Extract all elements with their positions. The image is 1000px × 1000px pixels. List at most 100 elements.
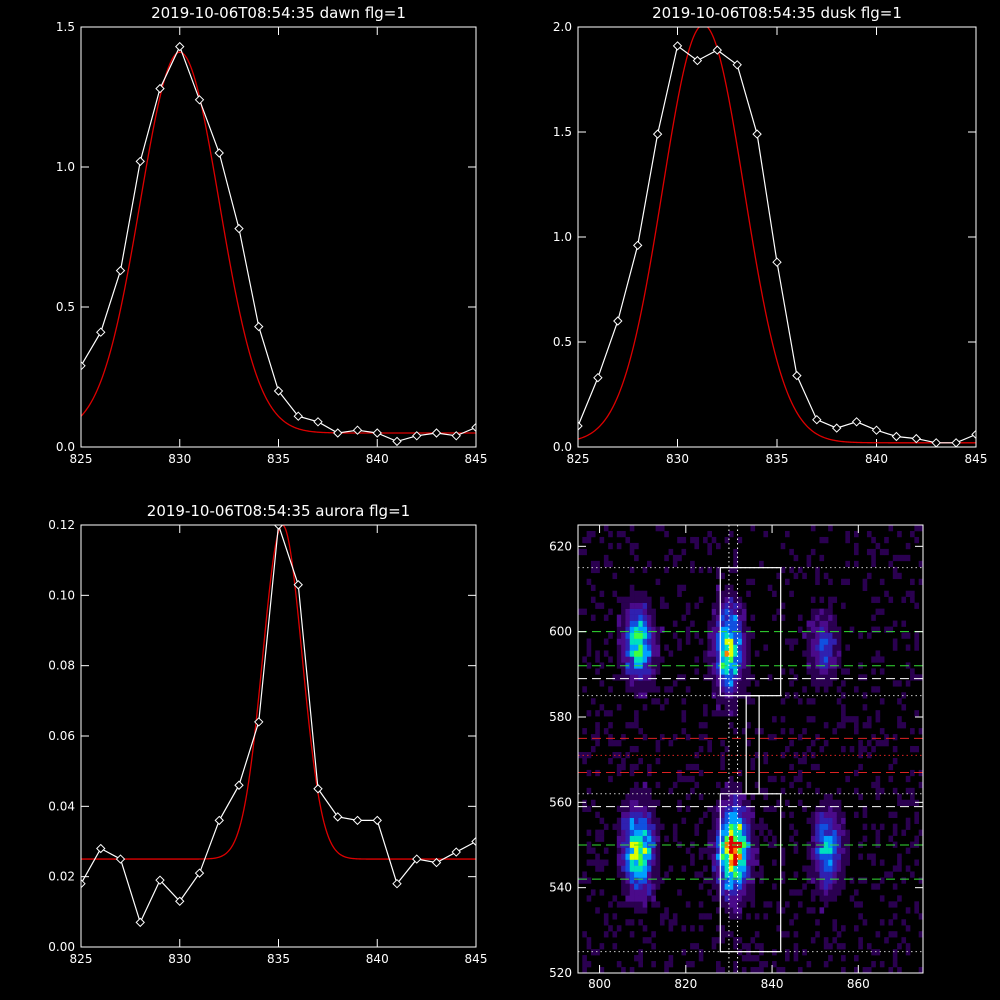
heatmap-cell — [625, 638, 631, 645]
heatmap-cell — [642, 656, 648, 663]
heatmap-cell — [841, 955, 846, 962]
heatmap-cell — [841, 883, 846, 890]
heatmap-cell — [724, 590, 730, 597]
heatmap-cell — [590, 584, 596, 591]
heatmap-cell — [582, 536, 587, 544]
heatmap-cell — [815, 656, 820, 663]
heatmap-cell — [664, 961, 669, 968]
data-line — [81, 45, 476, 443]
heatmap-cell — [897, 859, 902, 866]
heatmap-cell — [772, 805, 777, 813]
heatmap-cell — [647, 823, 652, 830]
heatmap-cell — [651, 620, 656, 627]
heatmap-cell — [651, 817, 656, 824]
heatmap-cell — [578, 608, 583, 615]
heatmap-cell — [625, 817, 631, 824]
heatmap-cell — [703, 656, 708, 663]
heatmap-cell — [819, 877, 825, 884]
heatmap-cell — [741, 650, 747, 657]
heatmap-cell — [733, 656, 738, 663]
heatmap-cell — [741, 841, 747, 848]
heatmap-cell — [871, 554, 876, 562]
heatmap-cell — [608, 530, 613, 538]
heatmap-cell — [642, 877, 648, 884]
heatmap-cell — [668, 740, 674, 747]
heatmap-cell — [638, 590, 643, 597]
heatmap-cell — [754, 781, 760, 789]
heatmap-cell — [828, 614, 833, 621]
heatmap-cell — [823, 817, 829, 824]
heatmap-cell — [737, 781, 743, 789]
heatmap-cell — [862, 584, 868, 591]
heatmap-cell — [638, 919, 643, 926]
heatmap-cell — [720, 632, 725, 639]
heatmap-cell — [681, 775, 687, 783]
heatmap-cell — [914, 710, 919, 717]
heatmap-cell — [625, 847, 631, 854]
heatmap-cell — [616, 763, 622, 771]
heatmap-cell — [901, 919, 907, 926]
heatmap-cell — [793, 889, 799, 896]
heatmap-cell — [832, 877, 838, 884]
heatmap-cell — [832, 805, 838, 813]
heatmap-cell — [819, 865, 825, 872]
heatmap-cell — [828, 799, 833, 807]
heatmap-cell — [888, 560, 894, 568]
heatmap-cell — [720, 901, 725, 908]
heatmap-cell — [806, 632, 812, 639]
heatmap-cell — [590, 889, 596, 896]
heatmap-cell — [651, 698, 656, 705]
y-tick-label: 1.5 — [553, 125, 572, 139]
heatmap-cell — [655, 865, 661, 872]
heatmap-cell — [655, 740, 661, 747]
heatmap-cell — [698, 746, 704, 753]
heatmap-cell — [918, 877, 923, 884]
heatmap-cell — [716, 584, 721, 591]
heatmap-cell — [716, 859, 721, 866]
heatmap-cell — [871, 734, 876, 741]
heatmap-cell — [823, 961, 829, 968]
heatmap-cell — [892, 949, 898, 956]
data-point — [752, 129, 762, 139]
heatmap-cell — [733, 811, 738, 818]
heatmap-cell — [854, 967, 859, 973]
heatmap-cell — [733, 620, 738, 627]
heatmap-cell — [858, 793, 863, 801]
heatmap-cell — [616, 596, 622, 603]
heatmap-cell — [590, 859, 596, 866]
heatmap-cell — [741, 620, 747, 627]
heatmap-cell — [892, 554, 898, 562]
heatmap-cell — [629, 596, 635, 603]
data-point — [333, 812, 343, 822]
heatmap-cell — [733, 883, 738, 890]
heatmap-cell — [711, 829, 717, 836]
heatmap-cell — [651, 943, 656, 950]
heatmap-cell — [819, 895, 825, 902]
heatmap-cell — [711, 805, 717, 813]
heatmap-cell — [638, 674, 643, 681]
heatmap-cell — [733, 644, 738, 651]
heatmap-cell — [621, 608, 626, 615]
heatmap-cell — [823, 943, 829, 950]
heatmap-cell — [728, 787, 734, 795]
heatmap-cell — [918, 674, 923, 681]
heatmap-cell — [608, 925, 613, 932]
heatmap-cell — [905, 644, 911, 651]
heatmap-cell — [668, 787, 674, 795]
heatmap-cell — [642, 907, 648, 914]
plot-frame — [80, 26, 477, 448]
heatmap-cell — [672, 632, 678, 639]
heatmap-cell — [733, 614, 738, 621]
heatmap-cell — [720, 638, 725, 645]
heatmap-cell — [724, 632, 730, 639]
heatmap-cell — [724, 817, 730, 824]
heatmap-cell — [819, 632, 825, 639]
heatmap-cell — [638, 596, 643, 603]
heatmap-cell — [897, 698, 902, 705]
heatmap-cell — [681, 710, 687, 717]
heatmap-cell — [901, 554, 907, 562]
heatmap-cell — [828, 859, 833, 866]
heatmap-cell — [707, 853, 712, 860]
heatmap-cell — [655, 877, 661, 884]
heatmap-cell — [733, 805, 738, 813]
